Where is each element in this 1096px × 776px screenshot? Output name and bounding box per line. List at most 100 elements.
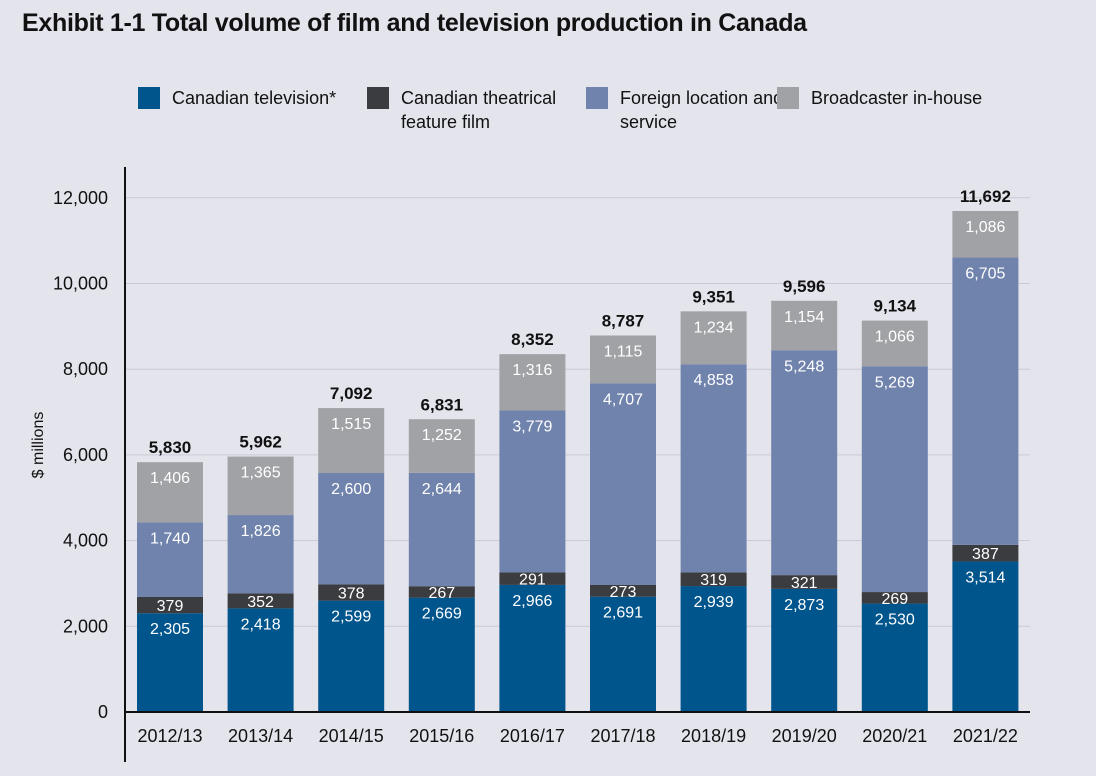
data-label: 291 bbox=[519, 572, 546, 589]
data-label: 269 bbox=[881, 591, 908, 608]
legend-label: Canadian television* bbox=[172, 88, 337, 108]
bar-segment bbox=[861, 603, 928, 712]
data-label: 378 bbox=[338, 586, 365, 603]
legend-label: Broadcaster in-house bbox=[811, 88, 983, 108]
data-label: 4,707 bbox=[603, 391, 643, 408]
bar-segment bbox=[227, 515, 294, 594]
chart-title: Exhibit 1-1 Total volume of film and tel… bbox=[22, 9, 807, 37]
total-label: 11,692 bbox=[960, 187, 1011, 206]
data-label: 2,966 bbox=[512, 593, 552, 610]
bar-segment bbox=[861, 592, 928, 604]
data-label: 5,248 bbox=[784, 358, 824, 375]
data-label: 1,365 bbox=[241, 465, 281, 482]
x-tick-label: 2015/16 bbox=[409, 726, 474, 746]
x-tick-label: 2012/13 bbox=[137, 726, 202, 746]
data-label: 1,740 bbox=[150, 530, 190, 547]
data-label: 2,530 bbox=[875, 612, 915, 629]
bar-segment bbox=[680, 572, 747, 587]
total-label: 5,962 bbox=[239, 433, 282, 452]
data-label: 2,939 bbox=[694, 594, 734, 611]
data-label: 1,515 bbox=[331, 416, 371, 433]
legend-swatch bbox=[367, 87, 389, 109]
legend-label: Foreign location and service bbox=[620, 88, 784, 132]
data-label: 5,269 bbox=[875, 374, 915, 391]
data-label: 2,644 bbox=[422, 481, 462, 498]
x-tick-label: 2016/17 bbox=[500, 726, 565, 746]
y-tick-label: 6,000 bbox=[63, 445, 108, 465]
data-label: 2,418 bbox=[241, 616, 281, 633]
total-label: 6,831 bbox=[421, 395, 464, 414]
data-label: 1,234 bbox=[694, 319, 734, 336]
bar-segment bbox=[952, 210, 1019, 258]
bar-segment bbox=[137, 613, 203, 712]
x-tick-label: 2014/15 bbox=[319, 726, 384, 746]
bar-segment bbox=[499, 410, 566, 573]
x-tick-label: 2017/18 bbox=[590, 726, 655, 746]
data-label: 352 bbox=[247, 594, 274, 611]
bar-segment bbox=[952, 257, 1019, 545]
legend-swatch bbox=[586, 87, 608, 109]
legend-item: Broadcaster in-house bbox=[777, 86, 1001, 110]
data-label: 1,316 bbox=[512, 362, 552, 379]
data-label: 6,705 bbox=[965, 266, 1005, 283]
bar-segment bbox=[318, 600, 385, 712]
legend: Canadian television* Canadian theatrical … bbox=[0, 86, 1096, 138]
bar-segment bbox=[771, 300, 838, 351]
total-label: 9,134 bbox=[874, 297, 917, 316]
bar-segment bbox=[408, 472, 475, 587]
data-label: 3,779 bbox=[512, 419, 552, 436]
bar-segment bbox=[499, 354, 566, 411]
total-label: 7,092 bbox=[330, 384, 373, 403]
bar-segment bbox=[227, 593, 294, 609]
y-axis-label: $ millions bbox=[30, 412, 47, 479]
data-label: 387 bbox=[972, 546, 999, 563]
total-label: 8,787 bbox=[602, 311, 645, 330]
bar-segment bbox=[861, 366, 928, 593]
bar-segment bbox=[952, 561, 1019, 712]
bar-segment bbox=[590, 335, 656, 384]
data-label: 1,406 bbox=[150, 470, 190, 487]
legend-swatch bbox=[777, 87, 799, 109]
y-tick-label: 0 bbox=[98, 702, 108, 722]
data-label: 1,115 bbox=[604, 344, 643, 361]
data-label: 2,305 bbox=[150, 621, 190, 638]
bar-segment bbox=[861, 320, 928, 367]
bar-segment bbox=[227, 608, 294, 712]
x-tick-label: 2020/21 bbox=[862, 726, 927, 746]
bar-segment bbox=[771, 575, 838, 589]
data-label: 267 bbox=[428, 585, 455, 602]
y-tick-label: 8,000 bbox=[63, 359, 108, 379]
data-label: 1,826 bbox=[241, 523, 281, 540]
bar-segment bbox=[318, 584, 385, 601]
legend-swatch bbox=[138, 87, 160, 109]
bar-segment bbox=[771, 350, 838, 576]
legend-label: Canadian theatrical feature film bbox=[401, 88, 557, 132]
legend-item: Canadian theatrical feature film bbox=[367, 86, 576, 134]
x-tick-label: 2013/14 bbox=[228, 726, 293, 746]
total-label: 9,596 bbox=[783, 277, 826, 296]
y-tick-label: 10,000 bbox=[53, 274, 108, 294]
bar-segment bbox=[590, 584, 656, 597]
data-label: 2,691 bbox=[603, 605, 643, 622]
bar-segment bbox=[318, 408, 385, 474]
bar-segment bbox=[952, 544, 1019, 562]
bar-segment bbox=[680, 586, 747, 712]
data-label: 321 bbox=[791, 575, 818, 592]
bar-segment bbox=[408, 586, 475, 598]
data-label: 379 bbox=[157, 598, 184, 615]
bar-segment bbox=[137, 462, 203, 523]
bar-segment bbox=[137, 522, 203, 597]
total-label: 8,352 bbox=[511, 330, 554, 349]
legend-item: Foreign location and service bbox=[586, 86, 795, 134]
bar-segment bbox=[408, 597, 475, 712]
total-label: 9,351 bbox=[692, 287, 735, 306]
bar-segment bbox=[590, 596, 656, 712]
data-label: 2,873 bbox=[784, 597, 824, 614]
data-label: 1,154 bbox=[784, 309, 824, 326]
data-label: 1,252 bbox=[422, 427, 462, 444]
y-tick-label: 12,000 bbox=[53, 188, 108, 208]
bar-segment bbox=[680, 364, 747, 573]
data-label: 4,858 bbox=[694, 372, 734, 389]
x-tick-label: 2019/20 bbox=[772, 726, 837, 746]
